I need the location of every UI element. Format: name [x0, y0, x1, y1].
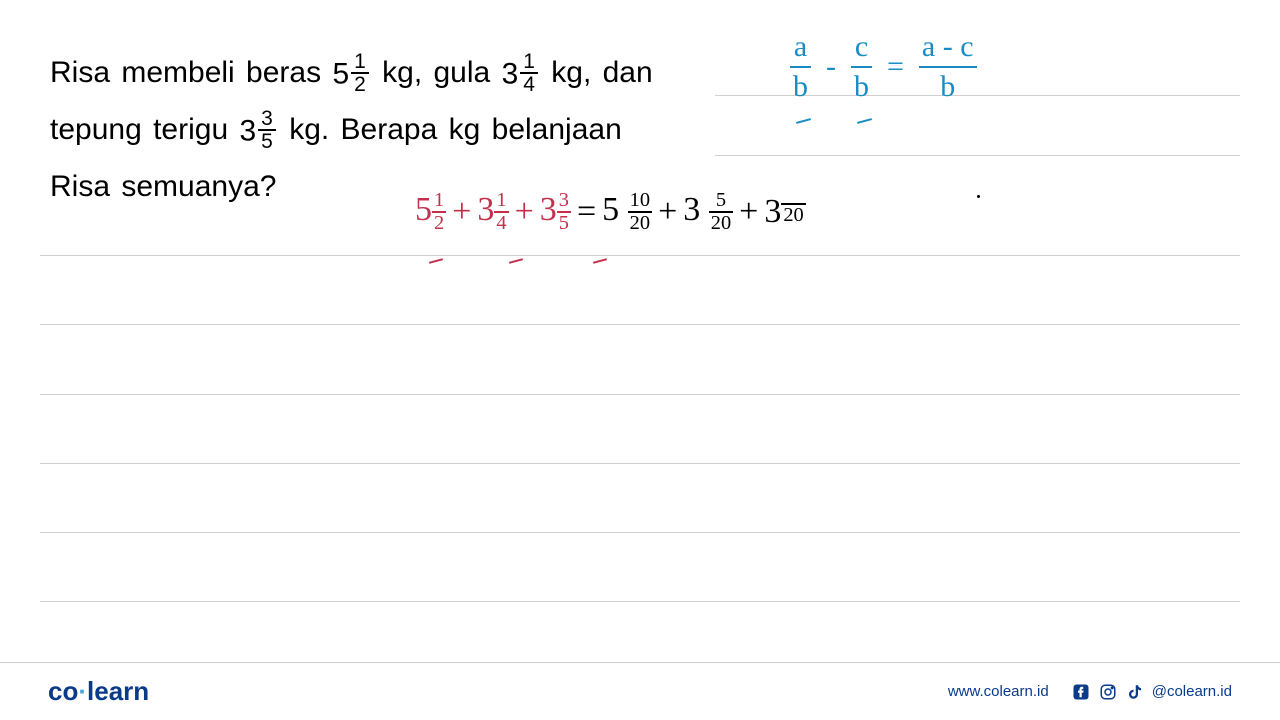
left-term-3: 335 — [540, 190, 571, 235]
gula-whole: 3 — [502, 57, 519, 90]
num: 1 — [520, 51, 538, 74]
logo-learn: learn — [87, 676, 149, 706]
whole: 3 — [683, 191, 700, 228]
tick-mark — [593, 258, 607, 264]
den: 5 — [258, 131, 276, 154]
tepung-fraction: 35 — [258, 108, 276, 154]
left-term-2: 314 — [477, 190, 508, 235]
den: b — [851, 66, 872, 104]
tepung-whole: 3 — [239, 114, 256, 147]
plus-sign: + — [739, 193, 758, 231]
plus-sign: + — [452, 193, 471, 231]
question-line-1: Risa membeli beras 512 kg, gula 314 kg, … — [50, 45, 710, 102]
den: 20 — [781, 203, 805, 226]
right-term-3: 320 — [764, 193, 805, 231]
frac: 20 — [781, 203, 805, 226]
social-handle: @colearn.id — [1152, 683, 1232, 700]
frac: 520 — [709, 190, 733, 235]
num: a — [790, 30, 811, 66]
frac: 14 — [494, 190, 508, 235]
den: 20 — [709, 211, 733, 234]
text: tepung terigu — [50, 113, 239, 146]
ruled-line — [40, 324, 1240, 325]
question-line-2: tepung terigu 335 kg. Berapa kg belanjaa… — [50, 102, 710, 159]
beras-fraction: 12 — [351, 51, 369, 97]
num: 10 — [628, 190, 652, 211]
tick-mark — [509, 258, 523, 264]
whole: 3 — [764, 193, 781, 230]
formula-subtraction-rule: a b - c b = a - c b — [790, 30, 977, 104]
num: 1 — [432, 190, 446, 211]
den: 4 — [494, 211, 508, 234]
num: 5 — [709, 190, 733, 211]
website-url: www.colearn.id — [948, 683, 1049, 700]
den: 2 — [351, 74, 369, 97]
minus-sign: - — [826, 50, 836, 84]
ruled-line — [40, 394, 1240, 395]
num: 1 — [351, 51, 369, 74]
beras-whole: 5 — [332, 57, 349, 90]
num: a - c — [919, 30, 977, 66]
num: 1 — [494, 190, 508, 211]
equals-sign: = — [577, 193, 596, 231]
equals-sign: = — [887, 50, 904, 84]
social-links: @colearn.id — [1071, 682, 1232, 702]
ruled-line — [40, 601, 1240, 602]
footer-right: www.colearn.id @colearn.id — [948, 682, 1232, 702]
left-term-1: 512 — [415, 190, 446, 235]
den: b — [790, 66, 811, 104]
frac: 12 — [432, 190, 446, 235]
den: 4 — [520, 74, 538, 97]
logo-co: co — [48, 676, 78, 706]
plus-sign: + — [515, 193, 534, 231]
whole: 5 — [415, 191, 432, 228]
ruled-line — [40, 463, 1240, 464]
text: Risa membeli beras — [50, 56, 332, 89]
ruled-line — [40, 255, 1240, 256]
facebook-icon — [1071, 682, 1091, 702]
whole: 3 — [540, 191, 557, 228]
ruled-line — [40, 532, 1240, 533]
den: b — [919, 66, 977, 104]
instagram-icon — [1098, 682, 1118, 702]
text: kg, dan — [540, 56, 653, 89]
worked-equation: 512 + 314 + 335 = 5 1020 + 3 520 + 320 — [415, 190, 806, 235]
whole: 5 — [602, 191, 619, 228]
tick-mark — [429, 258, 443, 264]
num: 3 — [557, 190, 571, 211]
whole: 3 — [477, 191, 494, 228]
fraction-c-over-b: c b — [851, 30, 872, 104]
text: kg, gula — [371, 56, 502, 89]
den: 20 — [628, 211, 652, 234]
den: 5 — [557, 211, 571, 234]
frac: 1020 — [628, 190, 652, 235]
den: 2 — [432, 211, 446, 234]
gula-fraction: 14 — [520, 51, 538, 97]
footer: co·learn www.colearn.id @colearn.id — [0, 662, 1280, 720]
frac: 35 — [557, 190, 571, 235]
question-text: Risa membeli beras 512 kg, gula 314 kg, … — [50, 45, 710, 214]
fraction-result: a - c b — [919, 30, 977, 104]
text: kg. Berapa kg belanjaan — [278, 113, 622, 146]
tiktok-icon — [1125, 682, 1145, 702]
right-term-1: 5 1020 — [602, 190, 652, 235]
logo-dot: · — [78, 676, 87, 706]
brand-logo: co·learn — [48, 676, 149, 707]
dot-mark — [977, 195, 980, 198]
right-term-2: 3 520 — [683, 190, 733, 235]
plus-sign: + — [658, 193, 677, 231]
fraction-a-over-b: a b — [790, 30, 811, 104]
num: 3 — [258, 108, 276, 131]
num: c — [851, 30, 872, 66]
